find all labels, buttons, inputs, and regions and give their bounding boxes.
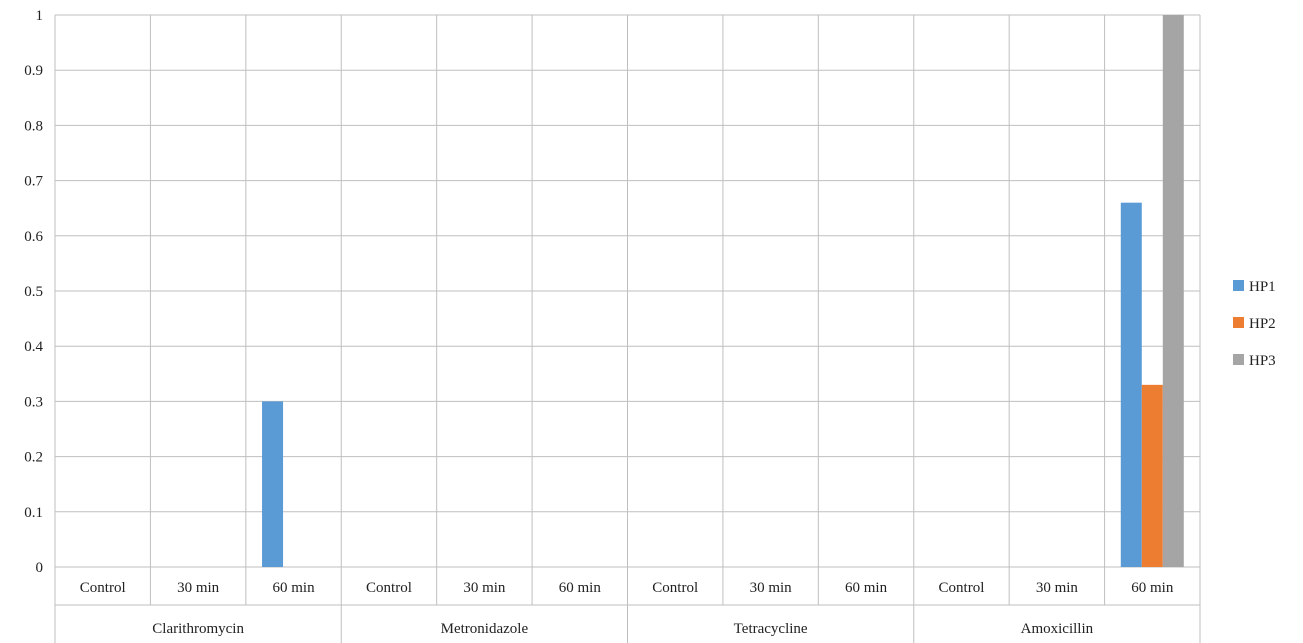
y-tick-label: 0.9 (24, 63, 43, 79)
bar-hp3-11 (1162, 15, 1184, 567)
y-tick-label: 0.6 (24, 229, 43, 245)
legend-swatch-hp2 (1233, 317, 1244, 328)
x-category-label: Control (80, 580, 126, 596)
legend-label-hp2: HP2 (1249, 316, 1276, 332)
x-group-label: Clarithromycin (152, 621, 244, 637)
bar-hp2-11 (1141, 384, 1163, 567)
y-tick-label: 0.3 (24, 394, 43, 410)
x-category-label: 30 min (1036, 580, 1079, 596)
legend-label-hp3: HP3 (1249, 353, 1276, 369)
x-category-label: 60 min (559, 580, 602, 596)
x-category-label: 60 min (1131, 580, 1174, 596)
x-group-label: Tetracycline (734, 621, 808, 637)
gridlines (54, 14, 1201, 643)
y-tick-label: 0.1 (24, 505, 43, 521)
x-group-label: Amoxicillin (1021, 621, 1094, 637)
x-group-label: Metronidazole (441, 621, 529, 637)
legend-label-hp1: HP1 (1249, 279, 1276, 295)
y-tick-label: 0.2 (24, 450, 43, 466)
x-category-label: 30 min (463, 580, 506, 596)
legend-swatch-hp3 (1233, 354, 1244, 365)
x-category-label: Control (652, 580, 698, 596)
x-category-label: 60 min (272, 580, 315, 596)
x-category-label: 60 min (845, 580, 888, 596)
x-category-label: 30 min (177, 580, 220, 596)
y-tick-label: 0.7 (24, 174, 43, 190)
y-tick-label: 0.8 (24, 118, 43, 134)
x-category-label: Control (366, 580, 412, 596)
legend: HP1 HP2 HP3 (1233, 279, 1276, 369)
y-tick-label: 0 (36, 560, 44, 576)
bar-hp1-2 (262, 401, 284, 567)
y-tick-label: 1 (36, 8, 44, 24)
x-category-label: Control (939, 580, 985, 596)
x-axis: Control 30 min 60 min Control 30 min 60 min Co… (80, 580, 1174, 637)
y-tick-label: 0.5 (24, 284, 43, 300)
y-tick-label: 0.4 (24, 339, 43, 355)
x-category-label: 30 min (750, 580, 793, 596)
bars (262, 15, 1184, 567)
bar-hp1-11 (1120, 202, 1142, 567)
legend-swatch-hp1 (1233, 280, 1244, 291)
y-axis: 0 0.1 0.2 0.3 0.4 0.5 0.6 0.7 0.8 0.9 1 (24, 8, 43, 576)
